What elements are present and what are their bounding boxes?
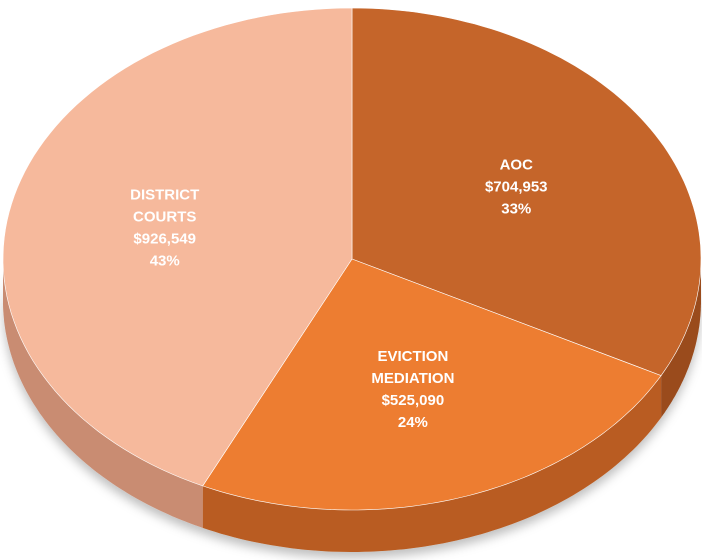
pie-sides <box>3 259 701 552</box>
slice-label: AOC <box>500 157 534 174</box>
slice <box>2 7 353 487</box>
slice-side <box>3 259 203 528</box>
slice-label: DISTRICT COURTS <box>130 187 199 226</box>
slice <box>351 7 702 376</box>
pie-labels: AOC $704,953 33% EVICTION MEDIATION $525,090 2… <box>130 157 547 431</box>
percent-label: 33% <box>501 201 531 218</box>
value-label: $525,090 <box>382 392 445 409</box>
slice-label: EVICTION MEDIATION <box>371 348 454 387</box>
value-label: $926,549 <box>133 231 196 248</box>
slice-side <box>661 259 701 418</box>
slice <box>202 258 662 511</box>
pie-tops <box>2 7 702 511</box>
percent-label: 24% <box>398 414 428 431</box>
percent-label: 43% <box>150 253 180 270</box>
value-label: $704,953 <box>485 179 548 196</box>
slice-side <box>202 375 662 552</box>
